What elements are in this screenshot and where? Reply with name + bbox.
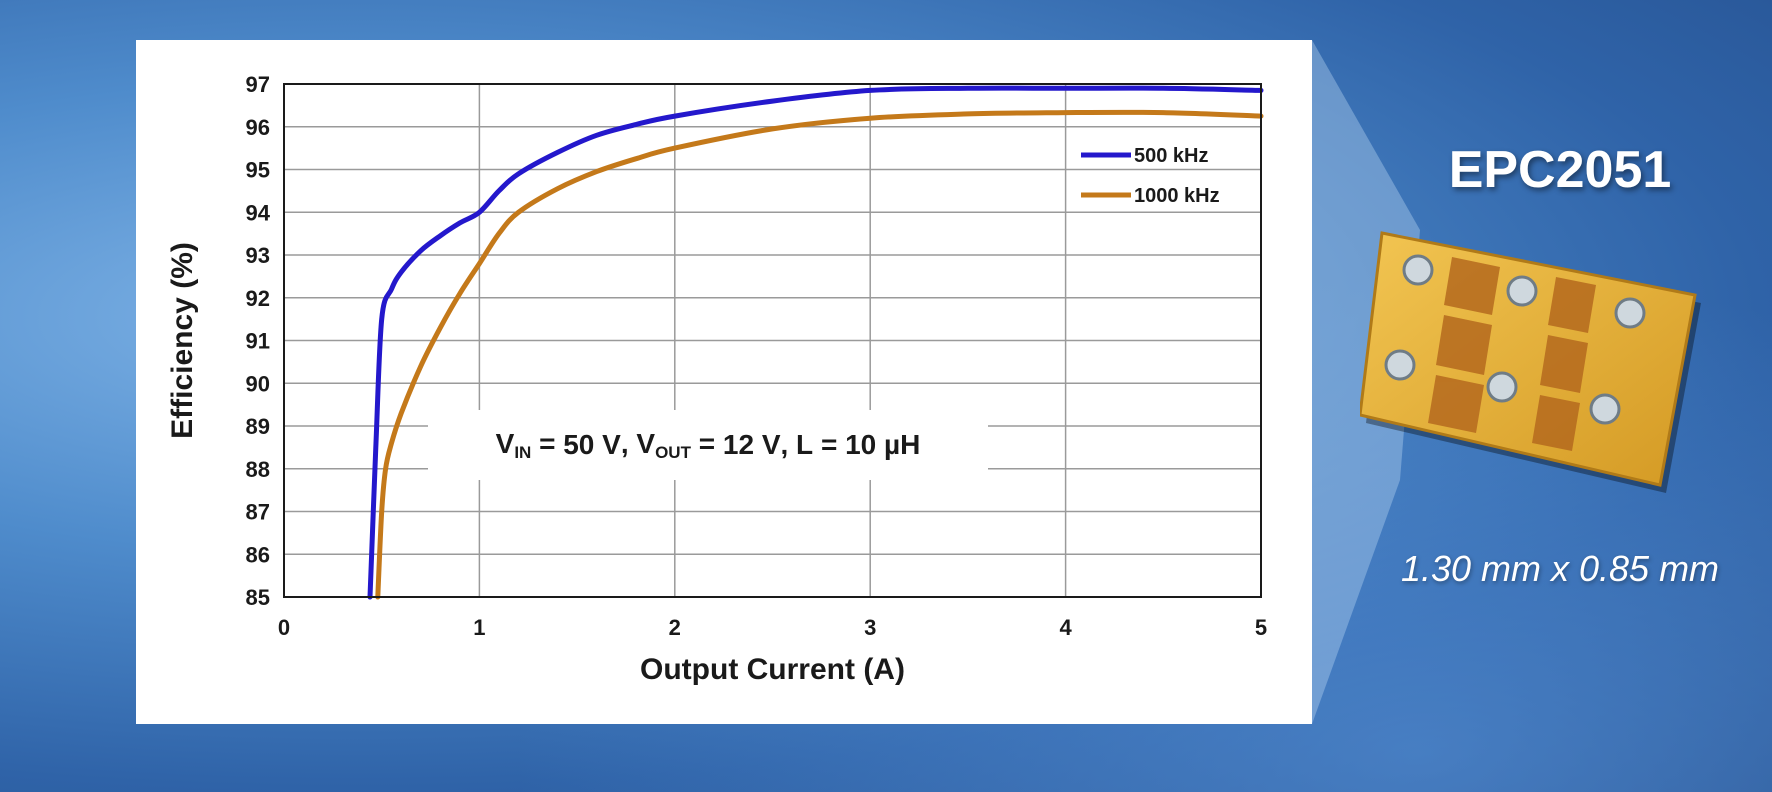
x-axis-title: Output Current (A) bbox=[640, 653, 905, 686]
y-tick-label: 94 bbox=[246, 200, 271, 225]
y-tick-label: 89 bbox=[246, 414, 270, 439]
y-tick-label: 86 bbox=[246, 542, 270, 567]
series-line-1 bbox=[367, 85, 1264, 600]
legend-label-1: 500 kHz bbox=[1134, 145, 1209, 167]
y-tick-label: 87 bbox=[246, 500, 270, 525]
y-tick-label: 97 bbox=[246, 72, 270, 97]
x-tick-label: 4 bbox=[1059, 615, 1072, 640]
vout-value: 12 V bbox=[722, 429, 781, 460]
vin-label: VIN = bbox=[495, 427, 564, 462]
y-tick-label: 85 bbox=[246, 585, 270, 610]
x-tick-label: 1 bbox=[473, 615, 485, 640]
series-lines bbox=[367, 85, 1264, 600]
y-tick-label: 90 bbox=[246, 371, 270, 396]
x-tick-label: 2 bbox=[669, 615, 681, 640]
product-name: EPC2051 bbox=[1448, 141, 1672, 199]
efficiency-chart: 85 86 87 88 89 90 91 92 93 94 95 96 97 0 1 2 3 4 5 Output… bbox=[166, 72, 1267, 686]
series-line-2 bbox=[375, 109, 1264, 600]
x-tick-labels: 0 1 2 3 4 5 bbox=[278, 615, 1267, 640]
x-tick-label: 0 bbox=[278, 615, 290, 640]
grid bbox=[283, 83, 1262, 598]
y-tick-label: 96 bbox=[246, 115, 270, 140]
conditions-annotation: VIN = 50 V, VOUT = 12 V, L = 10 µH bbox=[428, 410, 988, 480]
legend-label-2: 1000 kHz bbox=[1134, 185, 1220, 207]
plot-frame bbox=[283, 83, 1262, 598]
inductance-label: , L = bbox=[780, 429, 846, 460]
inductance-value: 10 µH bbox=[845, 429, 921, 460]
y-tick-labels: 85 86 87 88 89 90 91 92 93 94 95 96 97 bbox=[246, 72, 271, 610]
product-dimensions: 1.30 mm x 0.85 mm bbox=[1400, 548, 1720, 589]
chip-image bbox=[1358, 225, 1720, 505]
y-axis-title: Efficiency (%) bbox=[166, 242, 199, 439]
x-tick-label: 3 bbox=[864, 615, 876, 640]
legend: 500 kHz 1000 kHz bbox=[1081, 145, 1220, 207]
y-tick-label: 92 bbox=[246, 286, 270, 311]
y-tick-label: 91 bbox=[246, 329, 270, 354]
y-tick-label: 95 bbox=[246, 158, 270, 183]
vout-label: , VOUT = bbox=[620, 427, 723, 462]
chip-illustration bbox=[1358, 231, 1701, 493]
y-tick-label: 93 bbox=[246, 243, 270, 268]
vin-value: 50 V bbox=[563, 429, 621, 460]
x-tick-label: 5 bbox=[1255, 615, 1267, 640]
chart-panel: 85 86 87 88 89 90 91 92 93 94 95 96 97 0 1 2 3 4 5 Output… bbox=[136, 40, 1312, 724]
y-tick-label: 88 bbox=[246, 457, 270, 482]
